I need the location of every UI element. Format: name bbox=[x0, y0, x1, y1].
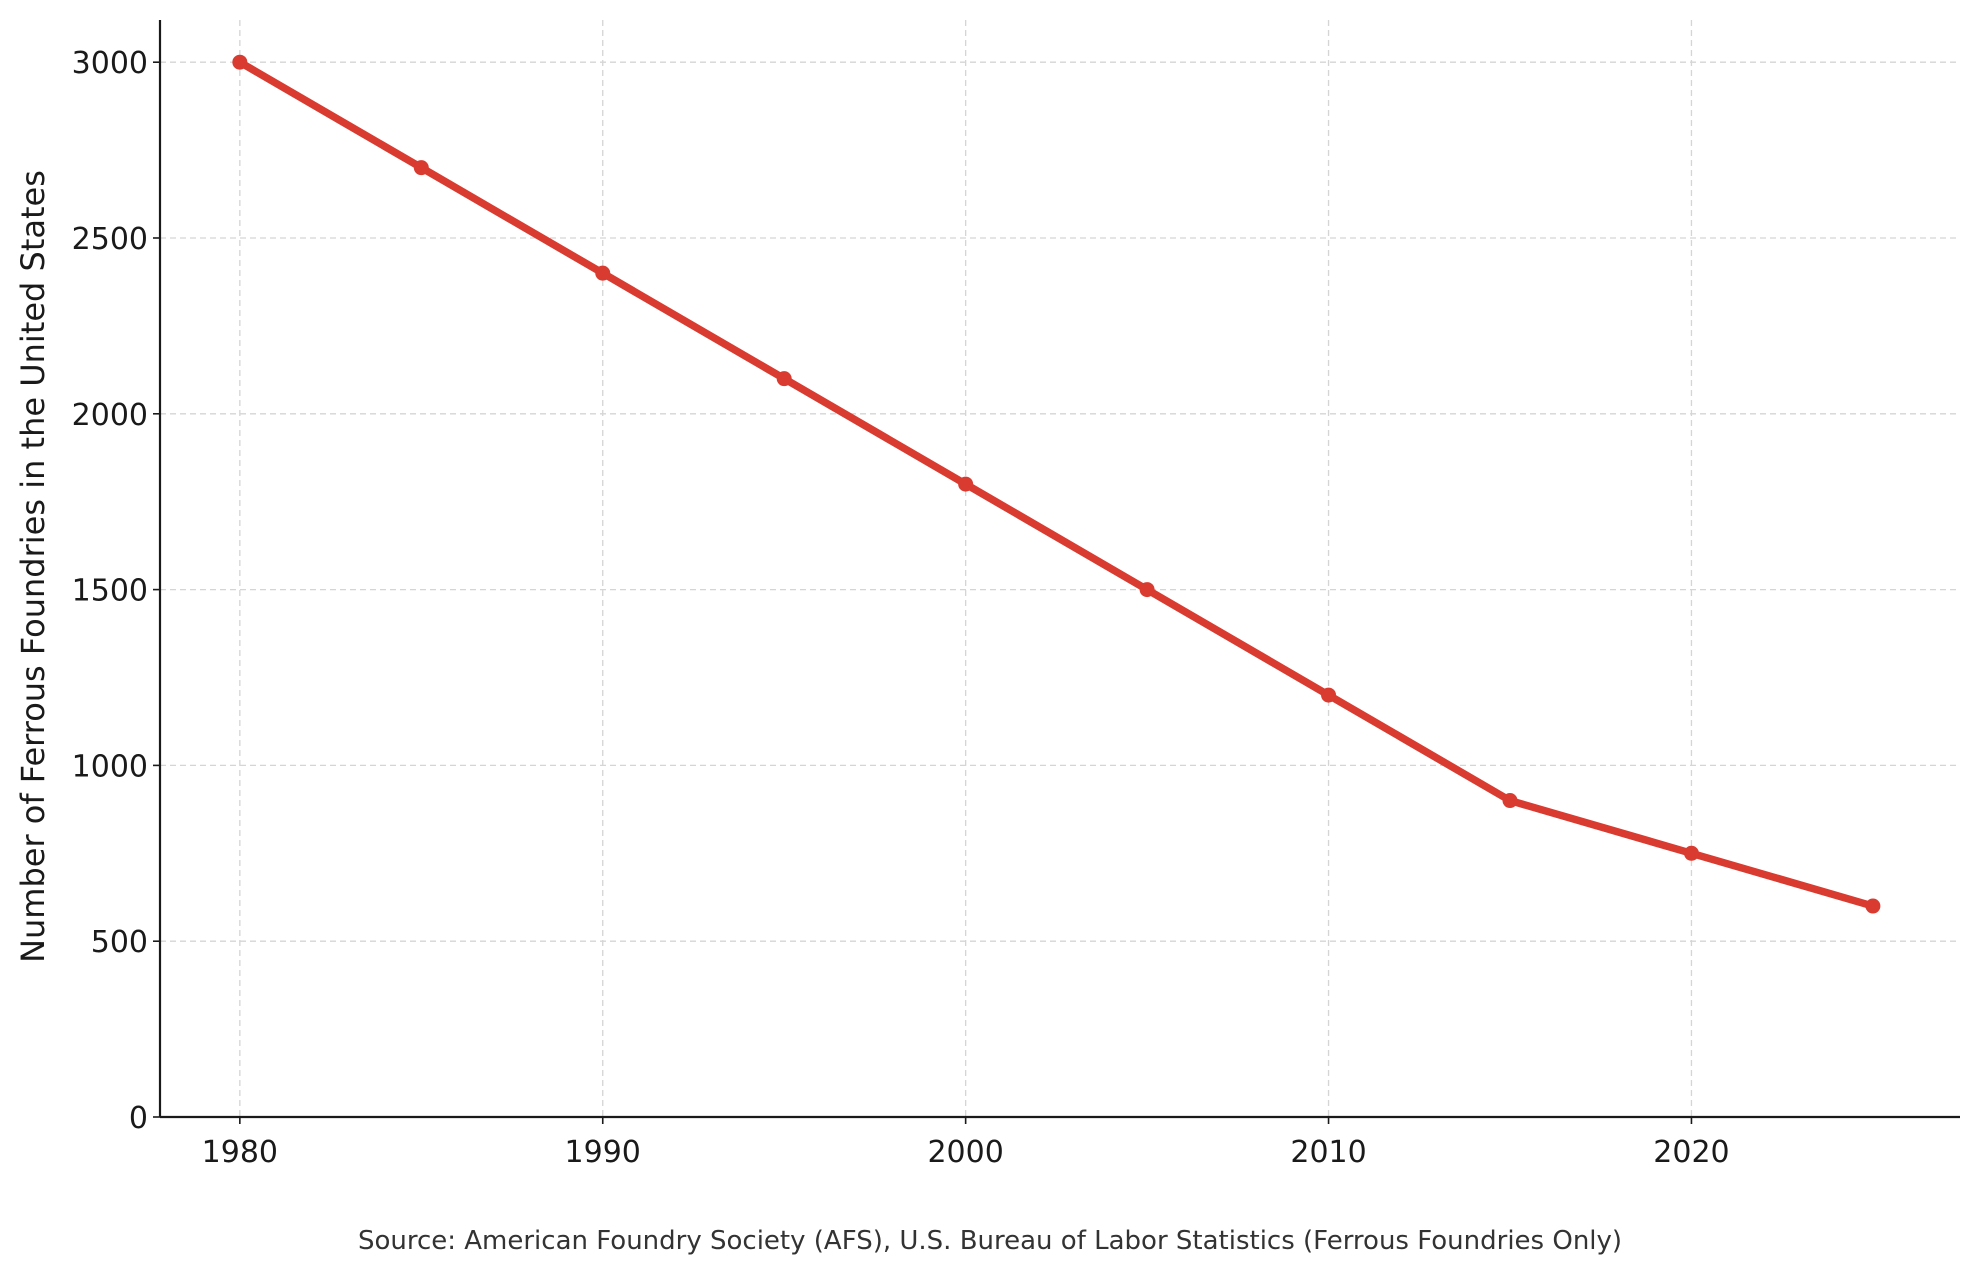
x-axis-ticks: 1980 1990 2000 2010 2020 bbox=[202, 1117, 1730, 1170]
data-point bbox=[776, 371, 792, 387]
data-point bbox=[958, 476, 974, 492]
data-point bbox=[1321, 687, 1337, 703]
data-point bbox=[595, 265, 611, 281]
y-tick-label: 1000 bbox=[72, 749, 148, 784]
source-note: Source: American Foundry Society (AFS), … bbox=[358, 1226, 1622, 1256]
data-point bbox=[1502, 793, 1518, 809]
x-tick-label: 2000 bbox=[927, 1135, 1003, 1170]
data-point bbox=[1683, 845, 1699, 861]
data-point bbox=[413, 160, 429, 176]
data-point bbox=[1139, 582, 1155, 598]
y-tick-label: 2000 bbox=[72, 398, 148, 433]
data-point bbox=[1865, 898, 1881, 914]
y-tick-label: 500 bbox=[91, 925, 148, 960]
data-point bbox=[232, 54, 248, 70]
x-tick-label: 1990 bbox=[565, 1135, 641, 1170]
y-axis-ticks: 0 500 1000 1500 2000 2500 3000 bbox=[72, 46, 160, 1136]
x-tick-label: 2020 bbox=[1653, 1135, 1729, 1170]
y-tick-label: 2500 bbox=[72, 222, 148, 257]
x-tick-label: 2010 bbox=[1290, 1135, 1366, 1170]
y-tick-label: 0 bbox=[129, 1101, 148, 1136]
x-tick-label: 1980 bbox=[202, 1135, 278, 1170]
axes bbox=[158, 20, 1960, 1119]
y-tick-label: 3000 bbox=[72, 46, 148, 81]
y-axis-title: Number of Ferrous Foundries in the Unite… bbox=[14, 170, 52, 963]
y-tick-label: 1500 bbox=[72, 574, 148, 609]
series-line bbox=[236, 58, 1877, 910]
grid-lines bbox=[160, 20, 1960, 1117]
series-layer bbox=[232, 54, 1881, 914]
